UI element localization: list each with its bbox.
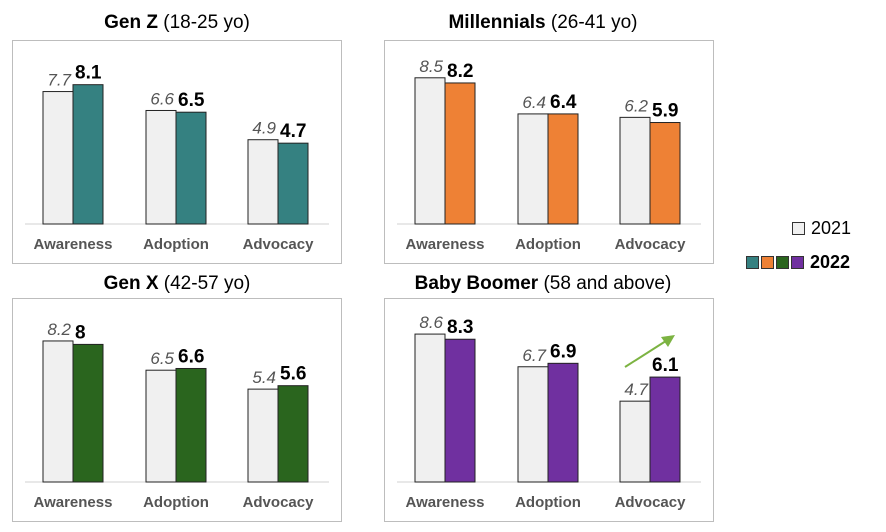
data-label-gen-z-advocacy-2022: 4.7	[280, 121, 306, 142]
x-tick-label-gen-x-awareness: Awareness	[34, 494, 113, 511]
legend-swatch-2022-orange	[761, 256, 774, 269]
x-tick-label-baby-boomer-advocacy: Advocacy	[615, 494, 687, 511]
bar-gen-z-awareness-2022	[72, 84, 104, 225]
x-tick-label-millennials-adoption: Adoption	[515, 236, 581, 253]
data-label-millennials-adoption-2022: 6.4	[550, 92, 577, 113]
chart-panel-millennials: 8.5 8.2 Awareness 6.4 6.4 Adoption 6.2 5.9 Advoc…	[384, 40, 714, 264]
data-label-millennials-adoption-2021: 6.4	[522, 93, 546, 112]
x-tick-label-millennials-awareness: Awareness	[406, 236, 485, 253]
chart-title-millennials: Millennials (26-41 yo)	[448, 12, 638, 33]
data-label-millennials-advocacy-2022: 5.9	[652, 101, 678, 122]
data-label-gen-x-adoption-2021: 6.5	[150, 349, 174, 368]
data-label-baby-boomer-awareness-2021: 8.6	[419, 313, 443, 332]
legend-swatch-2021	[792, 222, 805, 235]
chart-svg-baby-boomer: 8.6 8.3 Awareness 6.7 6.9 Adoption 4.76.1 Advoc…	[397, 313, 701, 511]
bar-baby-boomer-adoption-2022	[547, 362, 579, 483]
bar-gen-x-adoption-2021	[145, 369, 177, 483]
bar-baby-boomer-advocacy-2021	[619, 400, 651, 483]
x-tick-label-gen-z-advocacy: Advocacy	[243, 236, 315, 253]
x-tick-label-gen-z-awareness: Awareness	[34, 236, 113, 253]
bar-millennials-advocacy-2022	[649, 122, 681, 225]
bar-millennials-adoption-2022	[547, 113, 579, 225]
up-arrow-icon	[624, 335, 675, 368]
data-label-millennials-advocacy-2021: 6.2	[624, 96, 648, 115]
data-label-baby-boomer-adoption-2021: 6.7	[522, 346, 546, 365]
chart-svg-millennials: 8.5 8.2 Awareness 6.4 6.4 Adoption 6.2 5.9 Advoc…	[397, 57, 701, 253]
bar-millennials-advocacy-2021	[619, 116, 651, 225]
x-tick-label-gen-x-adoption: Adoption	[143, 494, 209, 511]
data-label-millennials-awareness-2021: 8.5	[419, 57, 443, 76]
legend-swatch-2022-teal	[746, 256, 759, 269]
chart-title-gen-z: Gen Z (18-25 yo)	[104, 12, 250, 33]
bar-gen-z-advocacy-2021	[247, 139, 279, 225]
x-tick-label-gen-x-advocacy: Advocacy	[243, 494, 315, 511]
legend-label-2022: 2022	[810, 252, 851, 272]
data-label-gen-x-advocacy-2021: 5.4	[252, 368, 276, 387]
x-tick-label-baby-boomer-awareness: Awareness	[406, 494, 485, 511]
data-label-gen-x-awareness-2022: 8	[75, 322, 86, 343]
chart-panel-gen-x: 8.2 8 Awareness 6.5 6.6 Adoption 5.4 5.6 Advocac…	[12, 298, 342, 522]
data-label-baby-boomer-advocacy-2021: 4.7	[624, 380, 648, 399]
bar-gen-x-advocacy-2022	[277, 385, 309, 483]
bar-gen-z-advocacy-2022	[277, 142, 309, 225]
data-label-gen-z-awareness-2022: 8.1	[75, 63, 102, 84]
bar-gen-x-adoption-2022	[175, 367, 207, 483]
bar-baby-boomer-adoption-2021	[517, 366, 549, 483]
chart-title-baby-boomer: Baby Boomer (58 and above)	[414, 273, 672, 294]
data-label-gen-z-advocacy-2021: 4.9	[252, 119, 276, 138]
data-label-gen-z-adoption-2021: 6.6	[150, 89, 174, 108]
bar-millennials-awareness-2022	[444, 82, 476, 225]
bar-baby-boomer-awareness-2021	[414, 333, 446, 483]
chart-panel-baby-boomer: 8.6 8.3 Awareness 6.7 6.9 Adoption 4.7 6.1 Advoc…	[384, 298, 714, 522]
chart-svg-gen-x: 8.2 8 Awareness 6.5 6.6 Adoption 5.4 5.6 Advocac…	[25, 320, 329, 511]
x-tick-label-gen-z-adoption: Adoption	[143, 236, 209, 253]
x-tick-label-millennials-advocacy: Advocacy	[615, 236, 687, 253]
bar-millennials-adoption-2021	[517, 113, 549, 225]
data-label-baby-boomer-adoption-2022: 6.9	[550, 341, 576, 362]
legend-row-2021: 2021	[792, 218, 851, 239]
bar-gen-x-advocacy-2021	[247, 388, 279, 483]
bar-gen-x-awareness-2022	[72, 343, 104, 483]
legend-label-2021: 2021	[811, 218, 852, 238]
bar-gen-z-adoption-2021	[145, 109, 177, 225]
data-label-gen-x-adoption-2022: 6.6	[178, 346, 204, 367]
data-label-gen-x-awareness-2021: 8.2	[47, 320, 71, 339]
chart-panel-gen-z: 7.7 8.1 Awareness 6.6 6.5 Adoption 4.9 4.7 Advoc…	[12, 40, 342, 264]
data-label-gen-z-awareness-2021: 7.7	[47, 71, 71, 90]
bar-baby-boomer-advocacy-2022	[649, 376, 681, 483]
data-label-baby-boomer-advocacy-2022: 6.1	[652, 355, 679, 376]
data-label-gen-x-advocacy-2022: 5.6	[280, 364, 306, 385]
chart-svg-gen-z: 7.7 8.1 Awareness 6.6 6.5 Adoption 4.9 4.7 Advoc…	[25, 63, 329, 253]
bar-millennials-awareness-2021	[414, 77, 446, 225]
x-tick-label-baby-boomer-adoption: Adoption	[515, 494, 581, 511]
bar-gen-z-awareness-2021	[42, 91, 74, 225]
data-label-gen-z-adoption-2022: 6.5	[178, 90, 205, 111]
bar-baby-boomer-awareness-2022	[444, 338, 476, 483]
legend-row-2022: 2022	[746, 252, 850, 273]
data-label-millennials-awareness-2022: 8.2	[447, 61, 473, 82]
legend-swatch-2022-green	[776, 256, 789, 269]
chart-legend: 2021 2022	[740, 212, 880, 282]
chart-title-gen-x: Gen X (42-57 yo)	[103, 273, 251, 294]
data-label-baby-boomer-awareness-2022: 8.3	[447, 317, 473, 338]
bar-gen-z-adoption-2022	[175, 111, 207, 225]
bar-gen-x-awareness-2021	[42, 340, 74, 483]
legend-swatch-2022-purple	[791, 256, 804, 269]
